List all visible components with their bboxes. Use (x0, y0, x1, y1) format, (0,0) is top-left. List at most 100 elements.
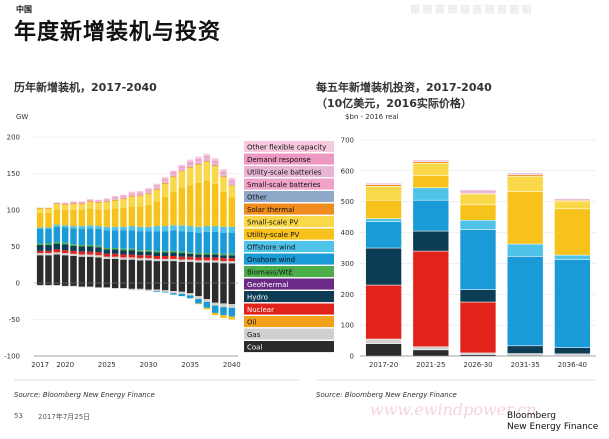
left-bar-coal (61, 255, 69, 283)
left-bar-coal (220, 263, 227, 283)
legend-label-offshore-wind: Offshore wind (247, 243, 296, 251)
right-bar-utility-scale-pv (365, 199, 402, 219)
left-bar-utility-scale-pv (128, 206, 136, 227)
left-bar-nuclear (103, 253, 111, 257)
left-bar-neg-gas (136, 288, 144, 291)
left-bar-coal (170, 261, 177, 283)
left-y-tick-label: -100 (4, 353, 20, 361)
left-bar-neg-gas (161, 290, 169, 292)
right-bar-coal (412, 349, 449, 357)
left-bar-other-flexible-capacity (136, 191, 144, 193)
left-bar-onshore-wind (120, 230, 127, 249)
left-bar-offshore-wind (203, 226, 211, 232)
right-bar-nuclear (412, 250, 449, 347)
left-bar-coal (86, 256, 94, 283)
left-bar-utility-scale-batteries (136, 193, 144, 196)
left-bar-nuclear (78, 251, 86, 255)
right-bar-onshore-wind (412, 199, 449, 232)
left-bar-neg-utility-scale-pv (211, 312, 219, 316)
right-bar-hydro (554, 347, 591, 355)
right-bar-utility-scale-pv (554, 208, 591, 256)
left-bar-gas (178, 259, 186, 262)
legend-swatch-small-scale-pv (244, 216, 334, 228)
left-bar-other-flexible-capacity (111, 196, 119, 197)
left-bar-neg-onshore-wind (211, 305, 219, 313)
left-bar-onshore-wind (228, 232, 236, 254)
left-bar-offshore-wind (86, 225, 94, 229)
left-bar-solar-thermal (128, 196, 136, 197)
left-bar-small-scale-pv (145, 193, 152, 205)
left-bar-neg-utility-scale-pv (203, 307, 211, 310)
left-bar-coal (45, 255, 52, 283)
legend-swatch-utility-scale-pv (244, 228, 334, 240)
left-bar-nuclear (86, 251, 94, 255)
left-bar-neg-gas (111, 288, 119, 289)
left-bar-neg-coal (145, 283, 152, 290)
left-bar-neg-coal (203, 283, 211, 300)
left-bar-small-scale-pv (136, 196, 144, 207)
left-bar-hydro (86, 246, 94, 252)
right-y-tick-label: 400 (341, 229, 354, 237)
left-bar-biomass-wte (53, 242, 61, 244)
right-bar-small-scale-pv (554, 200, 591, 210)
left-bar-other-flexible-capacity (186, 159, 194, 162)
right-bar-onshore-wind (554, 259, 591, 348)
left-bar-small-scale-batteries (228, 180, 236, 183)
left-bar-neg-gas (211, 302, 219, 306)
left-bar-hydro (170, 252, 177, 256)
left-bar-offshore-wind (120, 226, 127, 231)
left-bar-solar-thermal (95, 201, 102, 203)
left-bar-gas (45, 253, 52, 256)
left-bar-neg-onshore-wind (203, 301, 211, 308)
left-bar-neg-onshore-wind (228, 307, 236, 317)
left-bar-neg-coal (136, 283, 144, 289)
right-bar-offshore-wind (554, 254, 591, 260)
legend-label-oil: Oil (247, 318, 256, 326)
left-bar-hydro (178, 253, 186, 257)
left-bar-offshore-wind (178, 225, 186, 232)
right-bar-offshore-wind (365, 218, 402, 223)
left-bar-neg-coal (78, 283, 86, 287)
right-x-tick-label: 2021-25 (416, 361, 445, 369)
right-x-tick-label: 2031-35 (511, 361, 540, 369)
left-bar-nuclear (53, 249, 61, 253)
legend-swatch-offshore-wind (244, 241, 334, 253)
left-bar-small-scale-pv (220, 177, 227, 192)
left-bar-hydro (61, 244, 69, 251)
left-bar-offshore-wind (161, 226, 169, 232)
left-bar-biomass-wte (203, 253, 211, 255)
left-bar-biomass-wte (70, 244, 77, 246)
left-y-tick-label: 50 (11, 243, 20, 251)
left-bar-neg-onshore-wind (170, 293, 177, 295)
left-bar-neg-coal (103, 283, 111, 288)
left-bar-hydro (153, 252, 161, 256)
left-bar-small-scale-pv (120, 199, 127, 208)
left-bar-neg-onshore-wind (220, 307, 227, 316)
bnef-logo: Bloomberg New Energy Finance (507, 411, 598, 433)
left-bar-utility-scale-batteries (195, 161, 202, 165)
left-bar-utility-scale-pv (203, 180, 211, 227)
left-bar-biomass-wte (195, 253, 202, 255)
left-bar-onshore-wind (86, 228, 94, 246)
left-bar-other-flexible-capacity (128, 191, 136, 194)
left-bar-gas (170, 258, 177, 262)
left-bar-neg-coal (36, 283, 44, 286)
left-bar-neg-utility-scale-pv (195, 303, 202, 305)
left-bar-gas (153, 258, 161, 262)
legend-label-coal: Coal (247, 343, 262, 351)
left-bar-utility-scale-pv (153, 201, 161, 227)
left-bar-biomass-wte (128, 248, 136, 251)
right-y-tick-label: 700 (341, 137, 354, 145)
left-bar-neg-coal (178, 283, 186, 292)
left-bar-neg-gas (61, 285, 69, 287)
legend-label-nuclear: Nuclear (247, 306, 274, 314)
left-bar-other-flexible-capacity (220, 169, 227, 172)
legend-swatch-nuclear (244, 303, 334, 315)
legend-label-other: Other (247, 193, 267, 201)
left-bar-coal (195, 262, 202, 283)
left-bar-utility-scale-pv (86, 208, 94, 226)
left-bar-utility-scale-batteries (111, 198, 119, 200)
legend-swatch-onshore-wind (244, 253, 334, 265)
left-bar-other-flexible-capacity (145, 188, 152, 190)
left-bar-offshore-wind (153, 226, 161, 232)
